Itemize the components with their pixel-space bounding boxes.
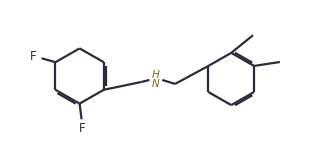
Text: F: F [30,50,37,63]
Text: H: H [151,70,159,80]
Text: N: N [151,79,159,89]
Text: F: F [79,122,86,135]
